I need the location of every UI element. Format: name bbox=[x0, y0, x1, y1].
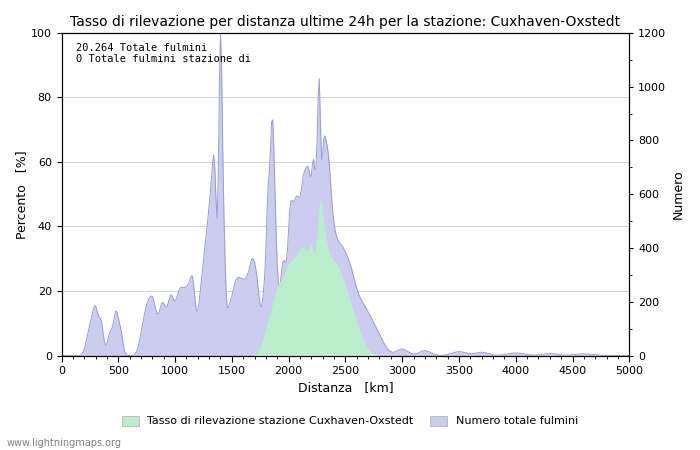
Title: Tasso di rilevazione per distanza ultime 24h per la stazione: Cuxhaven-Oxstedt: Tasso di rilevazione per distanza ultime… bbox=[70, 15, 620, 29]
Y-axis label: Numero: Numero bbox=[672, 169, 685, 219]
Text: 20.264 Totale fulmini
0 Totale fulmini stazione di: 20.264 Totale fulmini 0 Totale fulmini s… bbox=[76, 43, 251, 64]
Text: www.lightningmaps.org: www.lightningmaps.org bbox=[7, 438, 122, 448]
X-axis label: Distanza   [km]: Distanza [km] bbox=[298, 382, 393, 395]
Legend: Tasso di rilevazione stazione Cuxhaven-Oxstedt, Numero totale fulmini: Tasso di rilevazione stazione Cuxhaven-O… bbox=[118, 411, 582, 431]
Y-axis label: Percento   [%]: Percento [%] bbox=[15, 150, 28, 238]
